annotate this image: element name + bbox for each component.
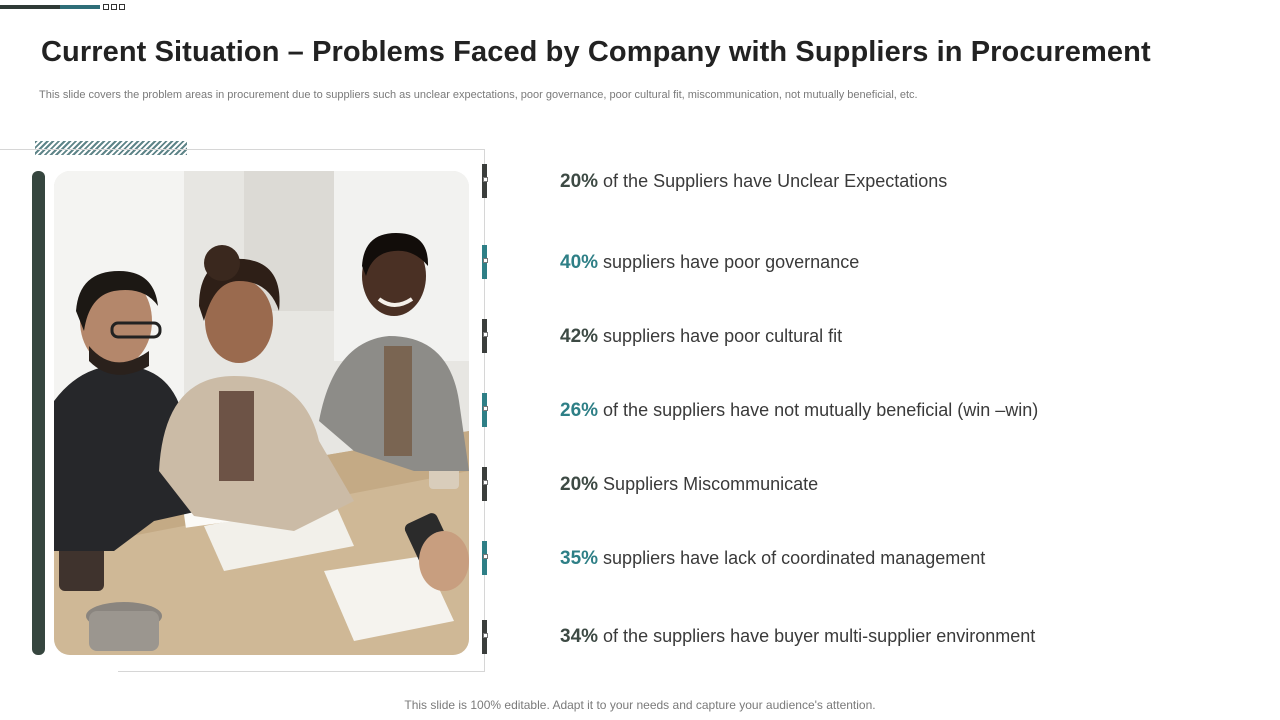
timeline-marker [482, 541, 488, 575]
problem-item: 34% of the suppliers have buyer multi-su… [560, 626, 1035, 648]
team-meeting-photo [54, 171, 469, 655]
problem-percentage: 26% [560, 400, 599, 421]
problem-text: of the suppliers have buyer multi-suppli… [603, 626, 1036, 646]
timeline-marker [482, 393, 488, 427]
problem-text: suppliers have lack of coordinated manag… [603, 548, 986, 568]
hatch-decoration [35, 141, 187, 155]
left-accent-bar [32, 171, 45, 655]
problem-text: suppliers have poor cultural fit [603, 326, 843, 346]
problem-item: 20% of the Suppliers have Unclear Expect… [560, 171, 947, 193]
timeline-marker [482, 467, 488, 501]
problem-item: 35% suppliers have lack of coordinated m… [560, 548, 985, 570]
timeline-marker [482, 319, 488, 353]
slide-footer: This slide is 100% editable. Adapt it to… [404, 698, 876, 712]
problem-percentage: 20% [560, 171, 599, 192]
problem-percentage: 20% [560, 474, 599, 495]
top-accent-bar-dark [0, 5, 60, 9]
slide-subtitle: This slide covers the problem areas in p… [39, 89, 918, 101]
frame-line [118, 671, 485, 672]
problem-percentage: 42% [560, 326, 599, 347]
problem-item: 42% suppliers have poor cultural fit [560, 326, 842, 348]
problem-percentage: 34% [560, 626, 599, 647]
timeline-marker [482, 164, 488, 198]
timeline-marker [482, 245, 488, 279]
slide-title: Current Situation – Problems Faced by Co… [41, 36, 1151, 68]
timeline-marker [482, 620, 488, 654]
top-dots-icon [103, 4, 125, 10]
problem-text: suppliers have poor governance [603, 252, 860, 272]
problem-percentage: 35% [560, 548, 599, 569]
problem-item: 40% suppliers have poor governance [560, 252, 859, 274]
problem-item: 26% of the suppliers have not mutually b… [560, 400, 1038, 422]
problem-item: 20% Suppliers Miscommunicate [560, 474, 818, 496]
frame-line [0, 149, 485, 150]
problem-text: Suppliers Miscommunicate [603, 474, 819, 494]
problem-text: of the suppliers have not mutually benef… [603, 400, 1039, 420]
problem-text: of the Suppliers have Unclear Expectatio… [603, 171, 948, 191]
problem-percentage: 40% [560, 252, 599, 273]
